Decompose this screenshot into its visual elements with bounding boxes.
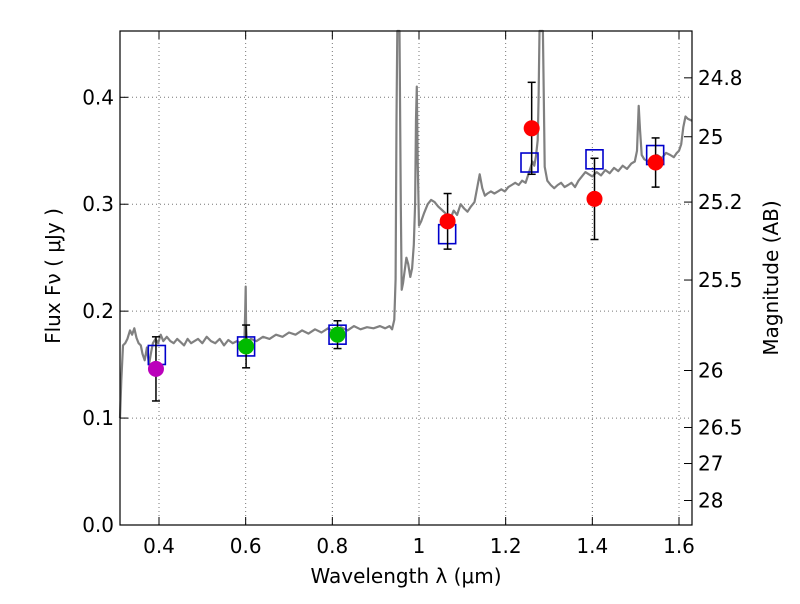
right-tick-label: 26 bbox=[698, 358, 723, 382]
x-axis-title: Wavelength λ (μm) bbox=[310, 564, 501, 588]
y-axis-title: Flux Fν ( μJy ) bbox=[41, 208, 65, 344]
x-tick-label: 0.8 bbox=[316, 534, 348, 558]
y-axis-ticks: 0.0 0.1 0.2 0.3 0.4 bbox=[82, 85, 128, 537]
spectrum-line bbox=[118, 29, 693, 419]
observed-flux-point bbox=[147, 360, 164, 377]
x-tick-label: 1.6 bbox=[663, 534, 695, 558]
observed-flux-point bbox=[647, 154, 664, 171]
right-tick-label: 28 bbox=[698, 489, 723, 513]
x-tick-label: 0.6 bbox=[230, 534, 262, 558]
right-tick-label: 25.2 bbox=[698, 190, 743, 214]
x-tick-label: 0.4 bbox=[143, 534, 175, 558]
y-tick-label: 0.0 bbox=[82, 513, 114, 537]
observed-points-layer bbox=[147, 81, 664, 402]
right-tick-label: 26.5 bbox=[698, 415, 743, 439]
observed-flux-point bbox=[329, 326, 346, 343]
x-tick-label: 1.4 bbox=[576, 534, 608, 558]
x-axis-ticks: 0.4 0.6 0.8 1 1.2 1.4 1.6 bbox=[143, 31, 695, 558]
spectrum-layer bbox=[118, 29, 693, 419]
model-photometry-square bbox=[520, 152, 539, 173]
y-tick-label: 0.4 bbox=[82, 85, 114, 109]
y-tick-label: 0.1 bbox=[82, 406, 114, 430]
x-tick-label: 1 bbox=[413, 534, 426, 558]
right-axis-title: Magnitude (AB) bbox=[759, 200, 783, 355]
right-tick-label: 25 bbox=[698, 125, 723, 149]
observed-flux-point bbox=[523, 120, 540, 137]
plot-frame bbox=[119, 30, 693, 526]
observed-flux-point bbox=[439, 213, 456, 230]
observed-flux-point bbox=[586, 190, 603, 207]
y-tick-label: 0.2 bbox=[82, 299, 114, 323]
right-tick-label: 25.5 bbox=[698, 268, 743, 292]
right-tick-label: 24.8 bbox=[698, 66, 743, 90]
observed-flux-point bbox=[238, 338, 255, 355]
y-tick-label: 0.3 bbox=[82, 192, 114, 216]
x-tick-label: 1.2 bbox=[490, 534, 522, 558]
right-tick-label: 27 bbox=[698, 452, 723, 476]
right-axis-ticks: 24.8 25 25.2 25.5 26 26.5 27 28 bbox=[684, 66, 743, 513]
